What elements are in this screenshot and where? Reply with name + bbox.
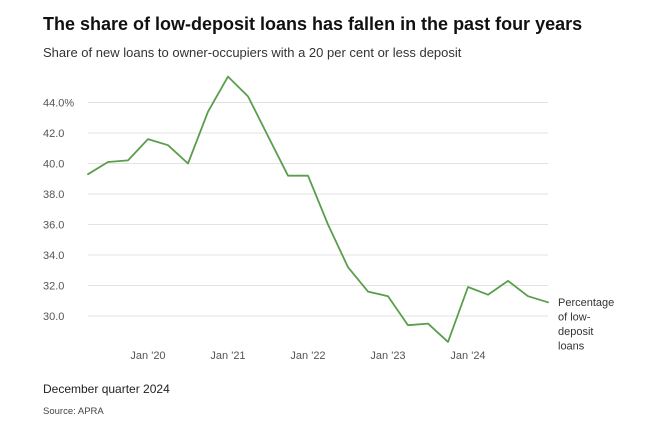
y-tick-label: 36.0: [43, 220, 64, 232]
series-label-line: Percentage: [558, 297, 614, 309]
series-label: Percentage of low-deposit loans: [558, 297, 614, 353]
series-label-line: loans: [558, 341, 585, 353]
y-tick-label: 42.0: [43, 128, 64, 140]
series-label-line: deposit: [558, 326, 593, 338]
y-tick-label: 30.0: [43, 311, 64, 323]
series-label-line: of low-: [558, 312, 591, 324]
chart-title: The share of low-deposit loans has falle…: [43, 14, 583, 34]
y-tick-label: 38.0: [43, 189, 64, 201]
x-tick-label: Jan '23: [370, 350, 405, 362]
y-tick-label: 44.0%: [43, 98, 74, 110]
series-line: [87, 75, 549, 343]
x-tick-label: Jan '20: [130, 350, 165, 362]
x-tick-label: Jan '21: [210, 350, 245, 362]
chart-subtitle: Share of new loans to owner-occupiers wi…: [43, 45, 462, 60]
chart-footnote: December quarter 2024: [43, 382, 170, 396]
y-tick-label: 32.0: [43, 281, 64, 293]
x-tick-label: Jan '22: [290, 350, 325, 362]
chart-source: Source: APRA: [43, 406, 104, 417]
x-tick-label: Jan '24: [450, 350, 485, 362]
y-tick-label: 40.0: [43, 159, 64, 171]
y-tick-label: 34.0: [43, 250, 64, 262]
